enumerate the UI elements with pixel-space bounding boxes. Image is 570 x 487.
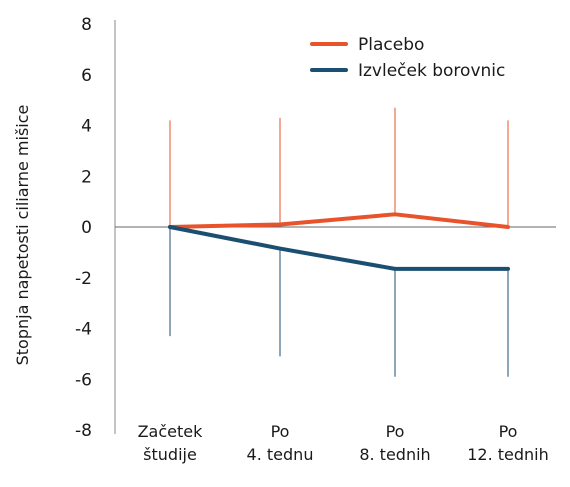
data-point (278, 222, 282, 226)
y-tick-label: 2 (81, 167, 92, 187)
x-category-label: Po (499, 422, 518, 441)
x-category-label: Po (386, 422, 405, 441)
y-tick-label: -2 (75, 269, 92, 289)
x-category-label: Začetek (138, 422, 204, 441)
legend-label: Placebo (358, 35, 424, 55)
data-point (393, 212, 397, 216)
y-tick-label: -8 (75, 421, 92, 441)
y-axis-title: Stopnja napetosti ciliarne mišice (13, 105, 32, 366)
series-line-placebo (168, 212, 510, 229)
y-tick-label: 8 (81, 15, 92, 35)
y-tick-label: 6 (81, 66, 92, 86)
x-category-label: Po (271, 422, 290, 441)
x-category-label: 12. tednih (467, 445, 549, 464)
series-line-blueberry (168, 225, 510, 271)
legend-label: Izvleček borovnic (358, 61, 505, 81)
data-point (506, 267, 510, 271)
x-category-label: 4. tednu (247, 445, 314, 464)
y-tick-label: -4 (75, 320, 92, 340)
y-tick-label: 4 (81, 117, 92, 137)
data-point (168, 225, 172, 229)
data-point (278, 247, 282, 251)
y-tick-label: -6 (75, 370, 92, 390)
data-point (506, 225, 510, 229)
x-category-label: študije (143, 445, 197, 464)
x-category-label: 8. tednih (359, 445, 430, 464)
data-point (393, 267, 397, 271)
y-tick-label: 0 (81, 218, 92, 238)
